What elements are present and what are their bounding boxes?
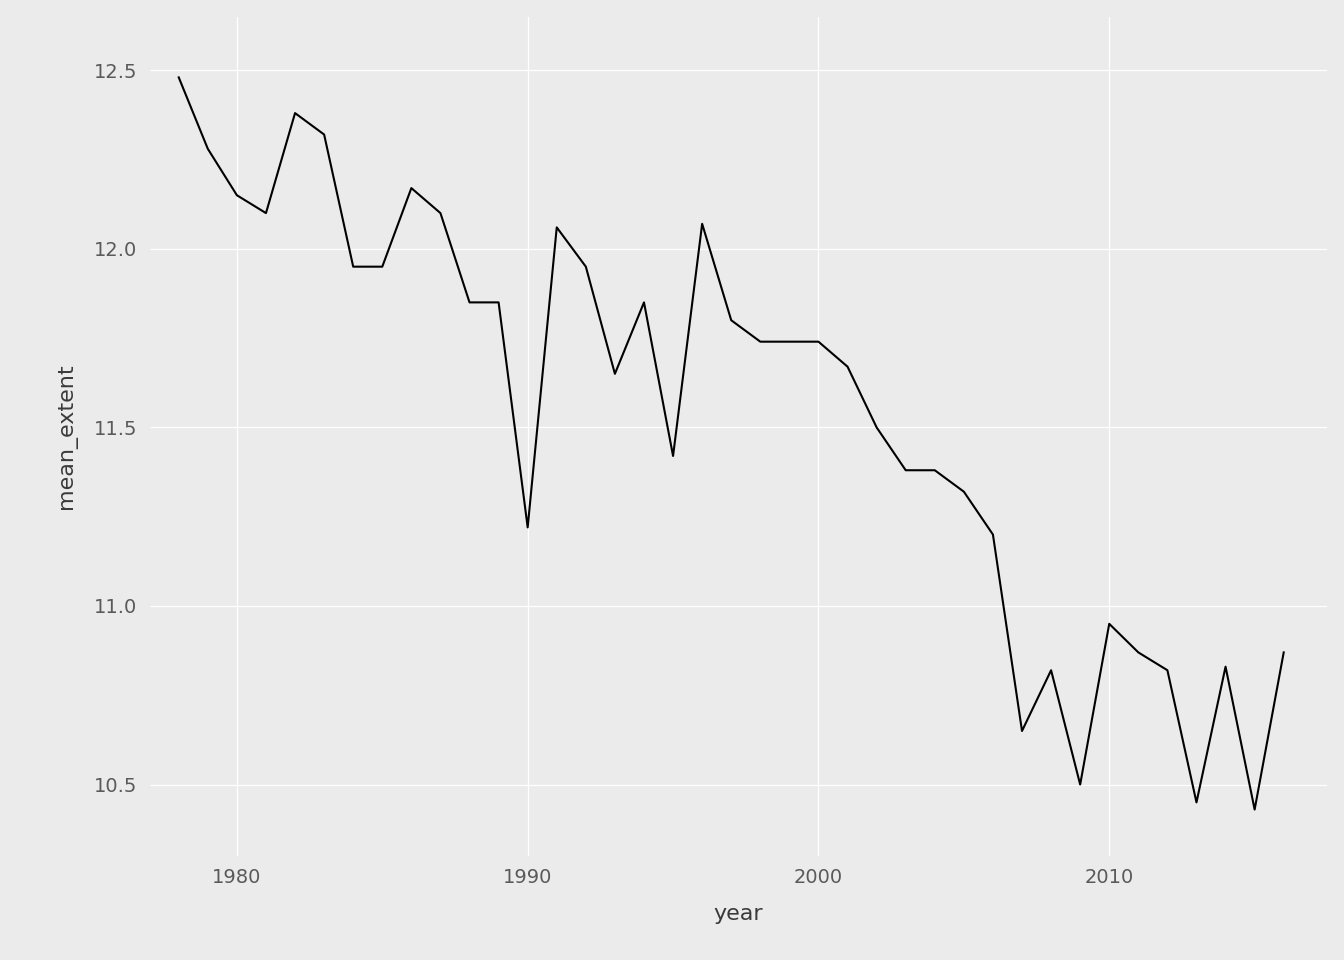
X-axis label: year: year	[714, 904, 763, 924]
Y-axis label: mean_extent: mean_extent	[56, 364, 77, 509]
